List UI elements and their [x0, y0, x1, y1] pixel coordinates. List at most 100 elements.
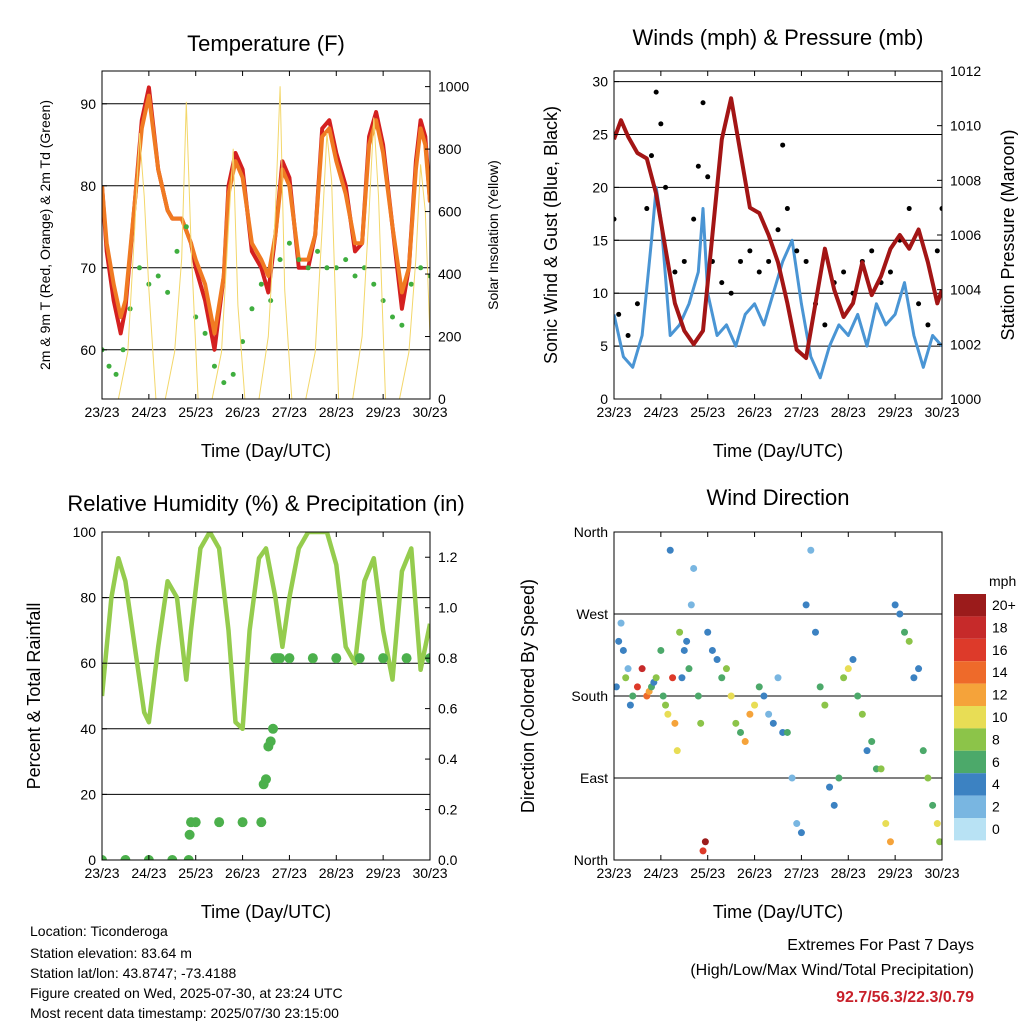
direction-point — [891, 601, 899, 609]
temperature-2m-td-point — [305, 265, 311, 271]
humidity-x-tick-label: 28/23 — [319, 865, 354, 881]
humidity-total-precipitation-point — [214, 817, 225, 828]
colorbar-label: 18 — [992, 619, 1008, 635]
wind_direction-title: Wind Direction — [706, 485, 849, 510]
direction-point — [910, 674, 918, 682]
direction-point — [666, 546, 674, 554]
humidity-total-precipitation-point — [167, 855, 178, 860]
humidity-total-precipitation-point — [102, 855, 107, 860]
humidity-x-tick-label: 29/23 — [366, 865, 401, 881]
winds-gust-point — [841, 269, 847, 275]
wind_direction-x-tick-label: 23/23 — [596, 865, 631, 881]
humidity-y2-tick-label: 0.8 — [438, 650, 458, 666]
winds-y2-tick-label: 1006 — [950, 227, 981, 243]
winds-y-tick-label: 5 — [600, 338, 608, 354]
direction-point — [690, 564, 698, 572]
winds-gust-point — [695, 163, 701, 169]
colorbar-swatch — [954, 638, 986, 662]
humidity-y-tick-label: 80 — [80, 590, 96, 606]
direction-point — [737, 728, 745, 736]
winds-x-tick-label: 24/23 — [643, 404, 678, 420]
winds-gust-point — [691, 216, 697, 222]
humidity-total-precipitation-point — [256, 817, 267, 828]
direction-point — [877, 765, 885, 773]
winds-y2-tick-label: 1008 — [950, 172, 981, 188]
winds-y-tick-label: 25 — [592, 126, 608, 142]
humidity-x-tick-label: 30/23 — [412, 865, 447, 881]
humidity-total-precipitation-point — [183, 855, 194, 860]
direction-point — [624, 665, 632, 673]
winds-gust-point — [625, 333, 631, 339]
direction-point — [849, 656, 857, 664]
winds-x-tick-label: 25/23 — [690, 404, 725, 420]
temperature-frame — [101, 70, 431, 400]
direction-point — [755, 683, 763, 691]
humidity-total-precipitation-point — [354, 653, 365, 664]
wind_direction-y-tick-label: West — [576, 606, 608, 622]
direction-point — [657, 646, 665, 654]
temperature-y2-tick-label: 200 — [438, 329, 462, 345]
direction-point — [783, 728, 791, 736]
humidity-total-precipitation-point — [237, 817, 248, 828]
humidity-total-precipitation-point — [120, 855, 131, 860]
colorbar-swatch — [954, 750, 986, 774]
direction-point — [826, 783, 834, 791]
direction-point — [936, 838, 942, 846]
direction-point — [741, 738, 749, 746]
colorbar-label: 20+ — [992, 597, 1016, 613]
location-text: Location: Ticonderoga — [30, 923, 168, 939]
direction-point — [769, 719, 777, 727]
winds-gust-point — [634, 301, 640, 307]
wind_direction-x-tick-label: 29/23 — [878, 865, 913, 881]
temperature-y2-tick-label: 1000 — [438, 79, 469, 95]
timestamp-text: Most recent data timestamp: 2025/07/30 2… — [30, 1005, 339, 1021]
temperature-title: Temperature (F) — [187, 31, 345, 56]
direction-point — [732, 719, 740, 727]
temperature-y-tick-label: 60 — [80, 342, 96, 358]
winds-gust-point — [653, 89, 659, 95]
winds-gust-point — [663, 184, 669, 190]
winds-x-tick-label: 26/23 — [737, 404, 772, 420]
temperature-2m-td-point — [183, 224, 189, 230]
direction-point — [793, 820, 801, 828]
winds-gust-point — [803, 258, 809, 264]
direction-point — [678, 674, 686, 682]
winds-gust-point — [766, 258, 772, 264]
winds-y-tick-label: 10 — [592, 285, 608, 301]
direction-point — [901, 628, 909, 636]
temperature-y-tick-label: 80 — [80, 178, 96, 194]
direction-point — [722, 665, 730, 673]
temperature-2m-td-point — [113, 371, 119, 377]
temperature-2m-td-point — [399, 322, 405, 328]
winds-x-axis-label: Time (Day/UTC) — [713, 441, 843, 461]
humidity-total-precipitation-point — [378, 653, 389, 664]
direction-point — [727, 692, 735, 700]
colorbar-label: 12 — [992, 687, 1008, 703]
temperature-x-axis-label: Time (Day/UTC) — [201, 441, 331, 461]
humidity-total-precipitation-point — [331, 653, 342, 664]
winds-gust-point — [681, 258, 687, 264]
temperature-2m-td-point — [106, 363, 112, 369]
temperature-x-tick-label: 23/23 — [84, 404, 119, 420]
winds-y2-tick-label: 1000 — [950, 391, 981, 407]
humidity-total-precipitation-point — [268, 723, 279, 734]
direction-point — [788, 774, 796, 782]
temperature-2m-td-point — [390, 314, 396, 320]
temperature-2m-td-point — [174, 248, 180, 254]
direction-point — [868, 738, 876, 746]
temperature-x-tick-label: 24/23 — [131, 404, 166, 420]
direction-point — [905, 637, 913, 645]
direction-point — [919, 747, 927, 755]
temperature-2m-td-point — [230, 371, 236, 377]
direction-point — [633, 683, 641, 691]
humidity-x-tick-label: 27/23 — [272, 865, 307, 881]
humidity-plot-area — [102, 532, 430, 860]
humidity-y-tick-label: 100 — [73, 524, 97, 540]
temperature-2m-td-point — [418, 265, 424, 271]
winds-gust-point — [738, 258, 744, 264]
direction-point — [896, 610, 904, 618]
temperature-2m-td-point — [120, 347, 126, 353]
extremes-values: 92.7/56.3/22.3/0.79 — [836, 989, 974, 1006]
direction-point — [619, 646, 627, 654]
colorbar-label: 8 — [992, 731, 1000, 747]
